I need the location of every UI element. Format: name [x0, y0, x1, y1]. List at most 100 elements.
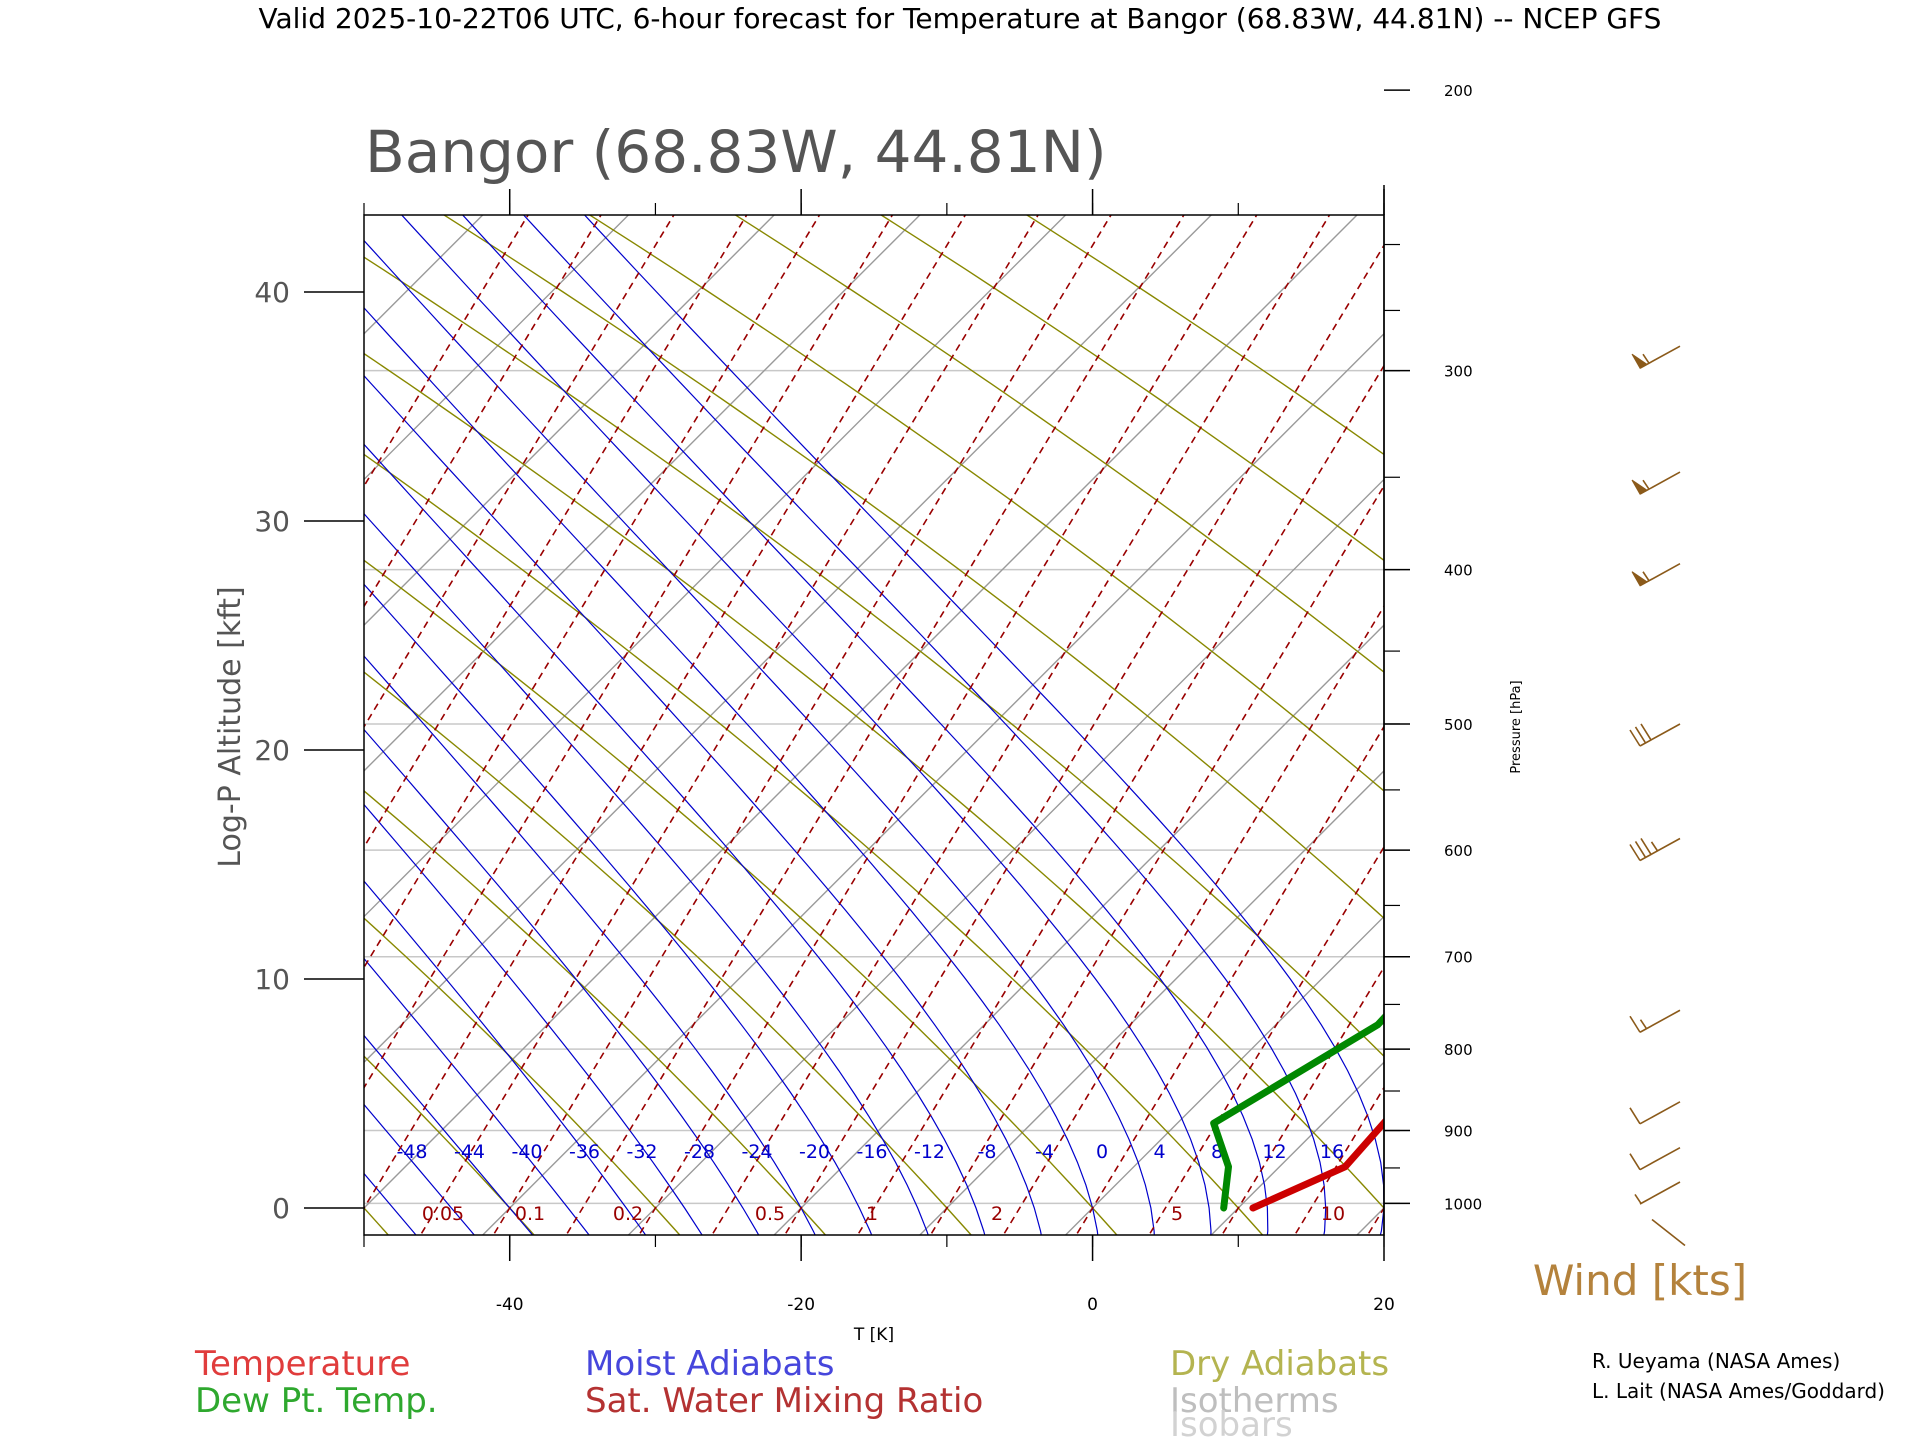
moist-adiabat-label: -44 — [454, 1141, 485, 1163]
mixing-ratio-label: 1 — [866, 1203, 878, 1225]
mixing-ratio-line — [1502, 155, 1920, 1254]
wind-barb-full — [1634, 841, 1647, 858]
x-tick-label: 20 — [1373, 1295, 1395, 1315]
temperature-line — [1249, 1117, 1384, 1212]
mixing-ratio-line — [1221, 965, 1384, 1235]
wind-barb — [1629, 1009, 1681, 1033]
mixing-ratio-line — [856, 364, 1384, 1235]
mixing-ratio-line — [1429, 155, 1920, 1254]
isotherm-line — [1210, 1061, 1384, 1235]
moist-adiabat-labels: -48 -44 -40 -36 -32 -28 -24 -20 -16 -12 -8 -4 0 4 8 12 1… — [396, 1141, 1344, 1163]
mixing-ratio-label: 0.2 — [613, 1203, 643, 1225]
wind-barb-half — [1634, 1194, 1642, 1204]
wind-barb — [1629, 1101, 1681, 1125]
isotherm-line — [1484, 155, 1920, 1254]
wind-barb-full — [1629, 729, 1641, 747]
dry-adiabat-line — [1025, 215, 1384, 456]
mixing-ratio-labels: 0.05 0.1 0.2 0.5 1 2 5 10 — [422, 1203, 1345, 1225]
credit-line-2: L. Lait (NASA Ames/Goddard) — [1592, 1379, 1885, 1403]
mixing-ratio-line — [364, 215, 602, 608]
moist-adiabat-line — [364, 880, 647, 1235]
mixing-ratio-lines — [364, 155, 1920, 1254]
y-axis-label: Log-P Altitude [kft] — [213, 586, 248, 867]
moist-adiabat-label: -36 — [569, 1141, 600, 1163]
dry-adiabat-line — [364, 1055, 535, 1235]
moist-adiabat-line — [364, 239, 1155, 1235]
y-tick-label: 40 — [254, 276, 290, 309]
wind-barb-half — [1642, 479, 1650, 490]
moist-adiabat-label: -4 — [1035, 1141, 1054, 1163]
legend-item: Dew Pt. Temp. — [195, 1381, 438, 1421]
y-tick-label: 10 — [254, 963, 290, 996]
legend-item: Sat. Water Mixing Ratio — [585, 1381, 983, 1421]
mixing-ratio-line — [364, 215, 821, 969]
moist-adiabat-lines — [0, 155, 1384, 1254]
moist-adiabat-line — [461, 215, 1269, 1235]
wind-barb-full — [1634, 726, 1647, 744]
moist-adiabat-label: -16 — [856, 1141, 887, 1163]
wind-barb-surface — [1651, 1218, 1686, 1247]
moist-adiabat-line — [364, 583, 873, 1235]
chart-title: Bangor (68.83W, 44.81N) — [365, 118, 1107, 186]
wind-barb-pennant — [1631, 571, 1648, 587]
y-axis: 0 10 20 30 40 — [254, 276, 364, 1225]
wind-barb-full — [1640, 723, 1652, 741]
moist-adiabat-line — [364, 512, 929, 1235]
moist-adiabat-line — [364, 374, 1042, 1235]
wind-barb — [1629, 1146, 1681, 1171]
mixing-ratio-line — [638, 215, 1258, 1235]
y-tick-label: 30 — [254, 505, 290, 538]
wind-barb-staff — [1639, 1009, 1681, 1033]
wind-barb — [1629, 837, 1681, 862]
wind-barb-pennant — [1631, 479, 1648, 495]
wind-barb-half — [1642, 353, 1650, 364]
legend-item: Dry Adiabats — [1170, 1344, 1389, 1384]
mixing-ratio-label: 0.05 — [422, 1203, 464, 1225]
dry-adiabat-line — [364, 790, 827, 1235]
wind-barb — [1629, 723, 1681, 747]
moist-adiabat-label: -40 — [511, 1141, 542, 1163]
wind-barb-half — [1650, 841, 1659, 852]
isotherm-line — [918, 769, 1384, 1235]
isotherm-line — [364, 215, 1358, 1209]
wind-barb-full — [1629, 1153, 1641, 1171]
pressure-tick-label: 700 — [1444, 949, 1473, 967]
wind-barb — [1631, 562, 1681, 587]
x-tick-label: -20 — [787, 1295, 815, 1315]
moist-adiabat-line — [583, 215, 1384, 1235]
y-tick-label: 20 — [254, 734, 290, 767]
mixing-ratio-line — [1293, 1086, 1384, 1235]
mixing-ratio-line — [364, 215, 675, 729]
wind-barb-full — [1629, 844, 1641, 861]
mixing-ratio-line — [711, 215, 1331, 1235]
header-title: Valid 2025-10-22T06 UTC, 6-hour forecast… — [259, 2, 1662, 35]
dry-adiabat-line — [364, 352, 1384, 1210]
isotherm-line — [364, 215, 1067, 918]
pressure-tick-label: 800 — [1444, 1041, 1473, 1059]
x-axis-label: T [K] — [853, 1325, 894, 1345]
mixing-ratio-line — [364, 215, 894, 1090]
pressure-tick-label: 600 — [1444, 842, 1473, 860]
moist-adiabat-label: -8 — [978, 1141, 997, 1163]
isotherm-lines — [364, 155, 1920, 1254]
x-tick-label: -40 — [496, 1295, 524, 1315]
x-axis: -40 -20 0 20 — [363, 189, 1395, 1315]
moist-adiabat-label: -24 — [741, 1141, 772, 1163]
moist-adiabat-line — [364, 443, 986, 1235]
plot-border — [363, 214, 1385, 1236]
profile-lines — [1210, 1012, 1384, 1212]
pressure-tick-label: 1000 — [1444, 1195, 1482, 1213]
dry-adiabat-line — [364, 453, 1264, 1235]
dry-adiabat-line — [364, 671, 973, 1235]
mixing-ratio-line — [565, 215, 1185, 1235]
moist-adiabat-line — [364, 655, 816, 1235]
plot-frame — [363, 214, 1385, 1236]
dry-adiabat-line — [442, 215, 1384, 920]
pressure-tick-label: 500 — [1444, 716, 1473, 734]
dry-adiabat-line — [364, 917, 681, 1235]
moist-adiabat-label: 4 — [1153, 1141, 1165, 1163]
dry-adiabat-line — [588, 215, 1384, 792]
moist-adiabat-label: -12 — [914, 1141, 945, 1163]
moist-adiabat-line — [0, 155, 374, 1254]
